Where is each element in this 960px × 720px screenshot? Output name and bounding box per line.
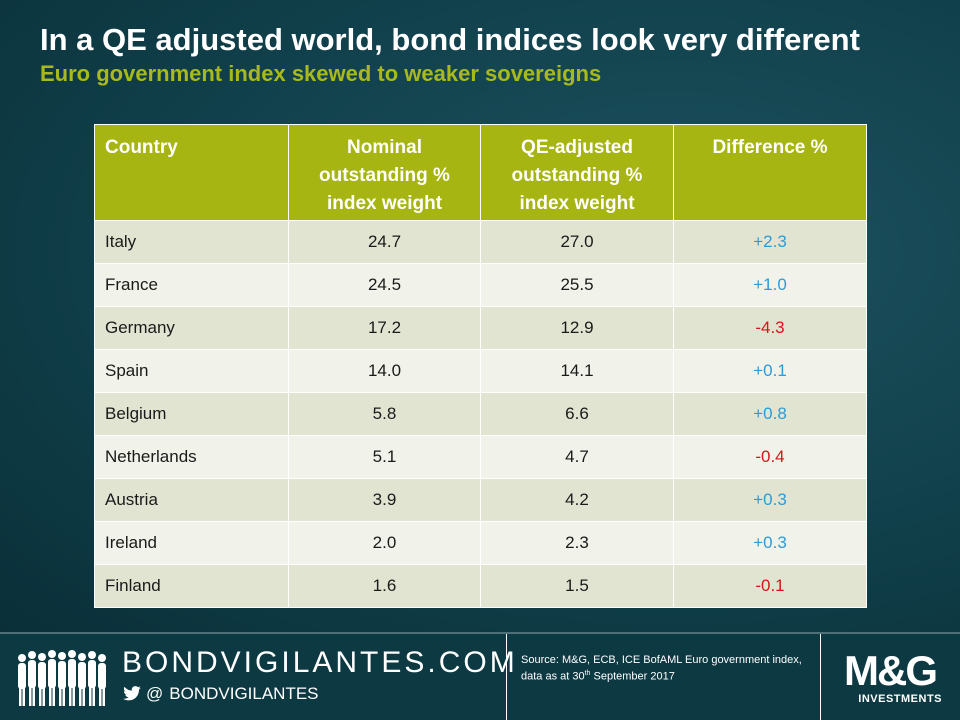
- cell-qe-adjusted: 6.6: [480, 392, 674, 436]
- cell-country: Netherlands: [94, 435, 289, 479]
- person-icon: [68, 650, 76, 706]
- source-note: Source: M&G, ECB, ICE BofAML Euro govern…: [521, 654, 811, 684]
- person-icon: [58, 652, 66, 706]
- person-icon: [88, 651, 96, 706]
- cell-nominal: 5.1: [288, 435, 481, 479]
- cell-difference: +0.1: [673, 349, 867, 393]
- cell-country: Germany: [94, 306, 289, 350]
- logo-mark: M&G: [844, 647, 938, 694]
- cell-difference: -4.3: [673, 306, 867, 350]
- table-row: Spain 14.0 14.1 +0.1: [94, 349, 867, 393]
- header-qe-adjusted: QE-adjusted outstanding % index weight: [480, 124, 674, 221]
- cell-country: Italy: [94, 220, 289, 264]
- table-row: Belgium 5.8 6.6 +0.8: [94, 392, 867, 436]
- cell-qe-adjusted: 4.7: [480, 435, 674, 479]
- cell-nominal: 3.9: [288, 478, 481, 522]
- cell-difference: +0.3: [673, 478, 867, 522]
- logo-subtitle: INVESTMENTS: [858, 693, 942, 705]
- table-row: Finland 1.6 1.5 -0.1: [94, 564, 867, 608]
- cell-country: Finland: [94, 564, 289, 608]
- person-icon: [18, 654, 26, 706]
- header-nominal: Nominal outstanding % index weight: [288, 124, 481, 221]
- cell-difference: +0.3: [673, 521, 867, 565]
- cell-nominal: 5.8: [288, 392, 481, 436]
- cell-nominal: 1.6: [288, 564, 481, 608]
- cell-country: Austria: [94, 478, 289, 522]
- table-row: Austria 3.9 4.2 +0.3: [94, 478, 867, 522]
- cell-qe-adjusted: 4.2: [480, 478, 674, 522]
- slide-subtitle: Euro government index skewed to weaker s…: [40, 61, 602, 86]
- handle-text: BONDVIGILANTES: [169, 684, 319, 703]
- cell-difference: -0.4: [673, 435, 867, 479]
- source-superscript: th: [584, 670, 591, 677]
- cell-qe-adjusted: 25.5: [480, 263, 674, 307]
- person-icon: [98, 654, 106, 706]
- footer-divider: [820, 634, 821, 720]
- cell-qe-adjusted: 27.0: [480, 220, 674, 264]
- cell-country: Belgium: [94, 392, 289, 436]
- footer: BONDVIGILANTES.COM @ BONDVIGILANTES Sour…: [0, 632, 960, 720]
- source-text: Source: M&G, ECB, ICE BofAML Euro govern…: [521, 654, 802, 683]
- source-text-end: September 2017: [590, 670, 675, 683]
- cell-qe-adjusted: 14.1: [480, 349, 674, 393]
- person-icon: [78, 653, 86, 706]
- table-row: Netherlands 5.1 4.7 -0.4: [94, 435, 867, 479]
- cell-nominal: 24.7: [288, 220, 481, 264]
- cell-qe-adjusted: 1.5: [480, 564, 674, 608]
- cell-difference: -0.1: [673, 564, 867, 608]
- slide-title: In a QE adjusted world, bond indices loo…: [40, 22, 860, 57]
- bond-index-table: Country Nominal outstanding % index weig…: [94, 124, 867, 608]
- mg-investments-logo: M&G INVESTMENTS: [834, 650, 946, 708]
- people-silhouette-icon: [18, 650, 106, 706]
- person-icon: [38, 653, 46, 706]
- cell-difference: +2.3: [673, 220, 867, 264]
- twitter-bird-icon: [123, 686, 141, 701]
- cell-nominal: 2.0: [288, 521, 481, 565]
- cell-country: France: [94, 263, 289, 307]
- twitter-handle[interactable]: @ BONDVIGILANTES: [122, 684, 319, 704]
- at-symbol: @: [146, 684, 164, 703]
- person-icon: [28, 651, 36, 706]
- header-difference: Difference %: [673, 124, 867, 221]
- table-body: Italy 24.7 27.0 +2.3 France 24.5 25.5 +1.0 Germa…: [94, 220, 867, 608]
- cell-nominal: 24.5: [288, 263, 481, 307]
- table-row: Ireland 2.0 2.3 +0.3: [94, 521, 867, 565]
- table-header-row: Country Nominal outstanding % index weig…: [94, 124, 867, 221]
- table-row: Germany 17.2 12.9 -4.3: [94, 306, 867, 350]
- person-icon: [48, 650, 56, 706]
- table-row: France 24.5 25.5 +1.0: [94, 263, 867, 307]
- cell-nominal: 17.2: [288, 306, 481, 350]
- cell-difference: +1.0: [673, 263, 867, 307]
- cell-qe-adjusted: 12.9: [480, 306, 674, 350]
- cell-country: Spain: [94, 349, 289, 393]
- brand-website[interactable]: BONDVIGILANTES.COM: [122, 646, 518, 679]
- cell-nominal: 14.0: [288, 349, 481, 393]
- cell-difference: +0.8: [673, 392, 867, 436]
- footer-divider: [506, 634, 507, 720]
- table-row: Italy 24.7 27.0 +2.3: [94, 220, 867, 264]
- cell-country: Ireland: [94, 521, 289, 565]
- cell-qe-adjusted: 2.3: [480, 521, 674, 565]
- header-country: Country: [94, 124, 289, 221]
